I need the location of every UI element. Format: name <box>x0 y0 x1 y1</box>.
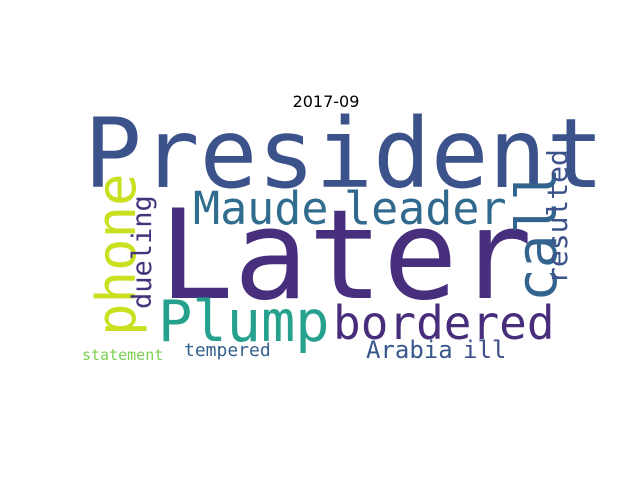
word-bordered: bordered <box>333 296 555 350</box>
word-tempered: tempered <box>184 340 271 361</box>
word-resulted: resulted <box>541 149 574 284</box>
chart-title: 2017-09 <box>292 92 360 111</box>
word-dueling: dueling <box>127 195 158 309</box>
word-phone: phone <box>85 173 148 336</box>
word-later: Later <box>159 184 532 328</box>
word-plump: Plump <box>158 289 330 355</box>
word-president: President <box>84 98 604 210</box>
word-arabia: Arabia <box>366 336 453 364</box>
word-ill: ill <box>463 336 506 364</box>
word-statement: statement <box>82 346 163 364</box>
word-leader: leader <box>344 182 507 235</box>
word-maude: Maude <box>193 182 328 235</box>
word-call: call <box>505 167 570 302</box>
